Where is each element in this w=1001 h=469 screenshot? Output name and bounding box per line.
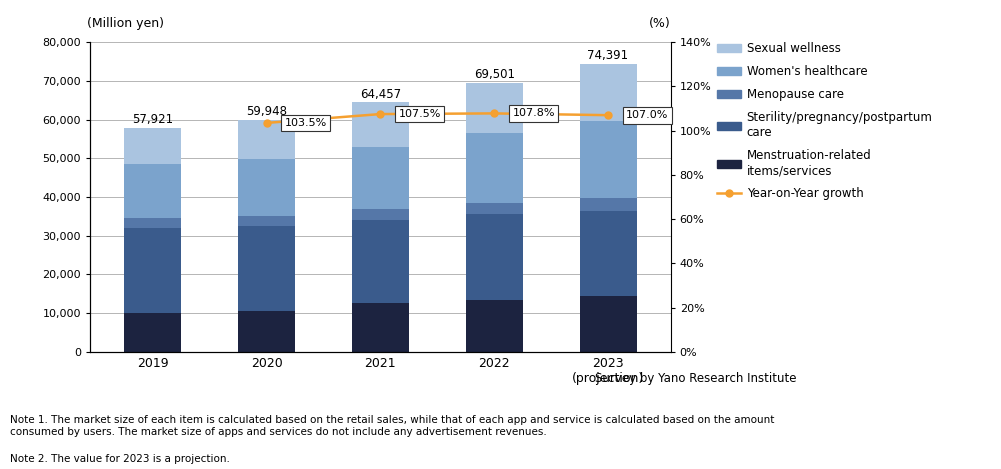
Bar — [580, 295, 637, 352]
Text: 107.5%: 107.5% — [398, 109, 441, 119]
Bar — [465, 203, 523, 214]
Legend: Sexual wellness, Women's healthcare, Menopause care, Sterility/pregnancy/postpar: Sexual wellness, Women's healthcare, Men… — [717, 42, 933, 200]
Text: Survey by Yano Research Institute: Survey by Yano Research Institute — [595, 372, 797, 385]
Bar — [124, 164, 181, 218]
Bar — [238, 226, 295, 311]
Bar — [238, 120, 295, 159]
Text: 107.8%: 107.8% — [513, 108, 555, 118]
Text: 107.0%: 107.0% — [627, 110, 669, 120]
Text: 103.5%: 103.5% — [284, 118, 327, 128]
Bar — [465, 300, 523, 352]
Bar — [124, 128, 181, 164]
Bar — [124, 218, 181, 228]
Text: Note 2. The value for 2023 is a projection.: Note 2. The value for 2023 is a projecti… — [10, 454, 230, 464]
Bar — [465, 83, 523, 133]
Bar — [238, 159, 295, 216]
Bar — [580, 64, 637, 121]
Text: 64,457: 64,457 — [359, 88, 401, 101]
Bar — [352, 209, 408, 220]
Text: (%): (%) — [649, 17, 671, 30]
Bar — [124, 313, 181, 352]
Text: 59,948: 59,948 — [246, 105, 287, 118]
Bar — [580, 121, 637, 198]
Bar — [465, 214, 523, 300]
Bar — [580, 198, 637, 211]
Bar — [352, 102, 408, 147]
Bar — [124, 228, 181, 313]
Text: 69,501: 69,501 — [473, 68, 515, 81]
Bar — [352, 220, 408, 303]
Text: 57,921: 57,921 — [132, 113, 173, 126]
Bar — [238, 216, 295, 226]
Bar — [238, 311, 295, 352]
Bar — [465, 133, 523, 203]
Bar — [580, 211, 637, 295]
Bar — [352, 303, 408, 352]
Bar — [352, 147, 408, 209]
Text: 74,391: 74,391 — [588, 49, 629, 62]
Text: Note 1. The market size of each item is calculated based on the retail sales, wh: Note 1. The market size of each item is … — [10, 415, 775, 437]
Text: (Million yen): (Million yen) — [87, 17, 164, 30]
